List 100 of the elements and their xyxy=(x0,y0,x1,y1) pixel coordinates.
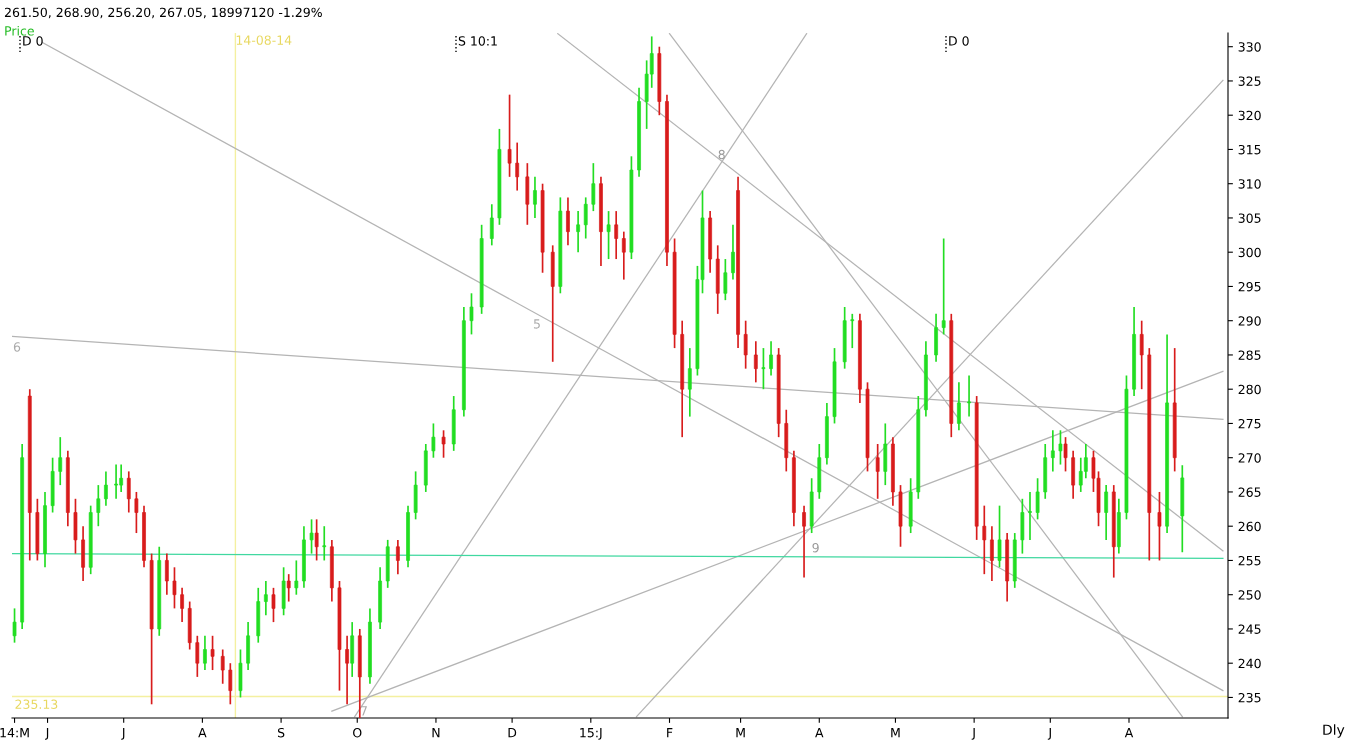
candlestick xyxy=(345,634,349,706)
candlestick xyxy=(591,162,596,212)
candlestick xyxy=(802,504,806,579)
annotation: D 0 xyxy=(23,36,43,46)
text: Dly xyxy=(1323,724,1345,738)
candlestick xyxy=(614,210,619,260)
y-tick-label: 260 xyxy=(1238,521,1261,532)
candlestick xyxy=(1063,436,1068,473)
y-tick-label: 255 xyxy=(1238,555,1261,566)
candlestick xyxy=(314,518,319,562)
candlestick xyxy=(533,176,537,219)
x-tick-label: A xyxy=(1124,728,1134,738)
x-tick-label: A xyxy=(815,728,824,738)
candlestick xyxy=(164,552,169,596)
candlestick xyxy=(294,559,299,596)
annotation: S 10:1 xyxy=(458,36,497,46)
candlestick xyxy=(583,196,588,240)
candlestick xyxy=(489,203,494,247)
y-tick-label: 320 xyxy=(1238,110,1261,121)
y-tick-label: 280 xyxy=(1238,384,1261,395)
candlestick xyxy=(134,491,139,534)
y-tick-label: 285 xyxy=(1238,350,1261,360)
y-tick-label: 295 xyxy=(1238,281,1261,292)
candlestick xyxy=(263,580,268,617)
x-tick-label: 15:J xyxy=(580,728,602,740)
candlestick xyxy=(875,443,880,500)
x-tick-label: J xyxy=(45,728,49,740)
x-tick-label: M xyxy=(736,728,745,738)
x-tick-label: M xyxy=(891,728,900,738)
candlestick xyxy=(12,607,17,644)
candlestick xyxy=(1139,319,1144,391)
y-tick-label: 300 xyxy=(1238,247,1261,258)
candlestick xyxy=(761,347,766,391)
candlestick xyxy=(1058,429,1063,466)
y-tick-label: 275 xyxy=(1238,418,1261,429)
candlestick xyxy=(1050,429,1055,473)
y-tick-label: 265 xyxy=(1238,487,1261,497)
candlestick xyxy=(322,525,327,562)
candlestick xyxy=(957,381,961,432)
y-tick-label: 245 xyxy=(1238,624,1261,634)
candlestick xyxy=(1035,477,1040,521)
candlestick xyxy=(941,237,946,336)
candlestick xyxy=(621,230,626,281)
y-tick-label: 325 xyxy=(1238,76,1261,86)
annotation: 5 xyxy=(533,319,540,329)
x-tick-label: N xyxy=(432,728,440,738)
candlestick xyxy=(210,634,215,671)
candlestick xyxy=(743,319,748,370)
candlestick xyxy=(990,525,994,582)
candlestick xyxy=(723,258,728,301)
candlestick xyxy=(850,313,855,349)
candlestick xyxy=(431,422,436,459)
candlestick xyxy=(309,518,314,555)
y-tick-label: 310 xyxy=(1238,179,1261,189)
x-tick-label: 14:M xyxy=(0,728,29,738)
ref-line-label: 235.13 xyxy=(15,699,58,709)
candlestick xyxy=(982,504,987,575)
candlestick xyxy=(566,196,570,247)
x-tick-label: J xyxy=(121,728,125,740)
y-tick-label: 315 xyxy=(1238,144,1261,155)
candlestick xyxy=(769,340,773,377)
x-tick-label: O xyxy=(353,727,362,738)
x-tick-label: F xyxy=(667,728,673,738)
annotation: 8 xyxy=(718,149,725,160)
annotation: 6 xyxy=(13,342,21,352)
candlestick xyxy=(753,340,758,384)
candlestick xyxy=(203,634,207,671)
annotation: 9 xyxy=(812,542,819,553)
x-tick-label: S xyxy=(277,727,285,738)
candlestick xyxy=(396,539,400,575)
candlestick xyxy=(228,662,233,706)
annotation: 7 xyxy=(361,706,367,716)
candlestick xyxy=(967,374,971,418)
candlestick xyxy=(271,587,276,623)
candlestick xyxy=(195,634,200,678)
candlestick xyxy=(58,436,63,486)
candlestick xyxy=(104,470,108,507)
candlestick xyxy=(172,566,177,610)
candlestick xyxy=(687,347,692,418)
candlestick xyxy=(469,292,474,336)
candlestick xyxy=(1028,491,1032,541)
chart-subtitle: Price xyxy=(5,25,34,36)
chart-title: 261.50, 268.90, 256.20, 267.05, 18997120 -1.29% xyxy=(4,7,322,19)
y-tick-label: 235 xyxy=(1238,692,1261,703)
candlestick xyxy=(507,93,512,178)
annotation: D 0 xyxy=(949,36,969,46)
y-tick-label: 270 xyxy=(1238,453,1261,463)
candlestick xyxy=(441,429,446,459)
candlestick xyxy=(220,648,225,685)
candlestick xyxy=(1104,484,1109,541)
candlestick xyxy=(997,504,1002,569)
candlestick xyxy=(126,470,131,514)
y-tick-label: 240 xyxy=(1238,658,1261,669)
y-tick-label: 305 xyxy=(1238,213,1261,223)
y-tick-label: 290 xyxy=(1238,316,1261,326)
x-tick-label: D xyxy=(508,728,517,738)
x-tick-label: J xyxy=(971,728,975,740)
candlestick xyxy=(515,141,520,192)
candlestick xyxy=(180,587,184,623)
candlestick xyxy=(1157,491,1162,562)
